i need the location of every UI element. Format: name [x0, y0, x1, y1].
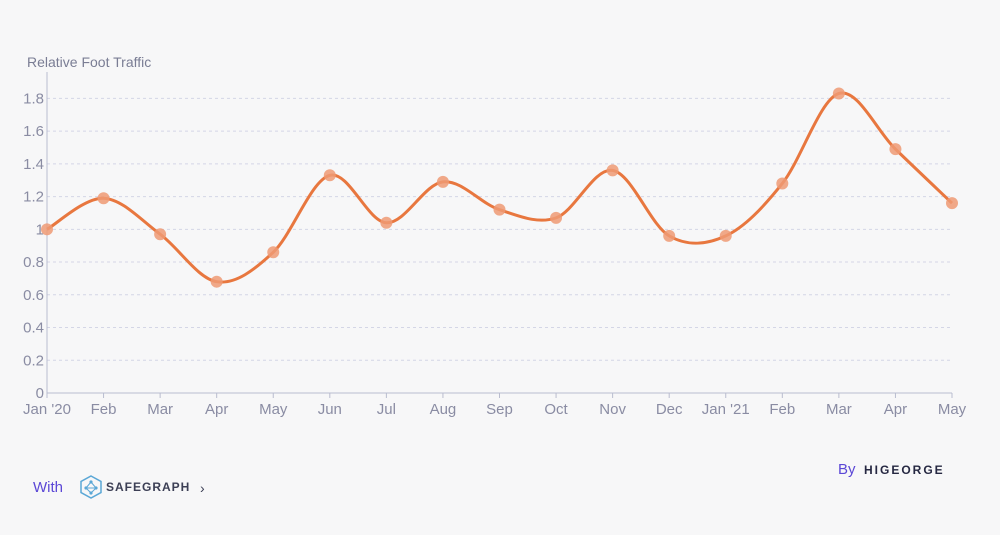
data-point[interactable]: [719, 229, 732, 242]
safegraph-logo[interactable]: SAFEGRAPH: [80, 475, 190, 499]
x-tick-label: Jun: [318, 401, 342, 418]
y-tick-label: 0.2: [23, 352, 44, 369]
y-tick-label: 1.8: [23, 90, 44, 107]
data-point[interactable]: [889, 143, 902, 156]
marker-layer: [41, 87, 958, 288]
data-point[interactable]: [776, 177, 789, 190]
axis-layer: 0 0.2 0.4 0.6 0.8 1 1.2 1.4 1.6 1.8 Jan '20 Feb Mar A…: [23, 72, 967, 418]
data-point[interactable]: [493, 203, 506, 216]
data-point[interactable]: [154, 228, 167, 241]
x-tick-label: Jul: [377, 401, 396, 418]
y-axis-label: Relative Foot Traffic: [27, 54, 151, 70]
data-point[interactable]: [550, 211, 563, 224]
data-point[interactable]: [606, 164, 619, 177]
x-tick-label: Feb: [91, 401, 117, 418]
x-tick-label: Aug: [430, 401, 457, 418]
y-tick-label: 1.6: [23, 123, 44, 140]
x-tick-label: Mar: [826, 401, 852, 418]
series-layer: [46, 91, 954, 284]
by-label: By: [838, 461, 856, 478]
grid-layer: [47, 97, 952, 361]
safegraph-logo-text: SAFEGRAPH: [106, 480, 191, 494]
data-point[interactable]: [946, 197, 958, 210]
y-tick-label: 1.4: [23, 156, 44, 173]
x-tick-label: Apr: [205, 401, 228, 418]
data-point[interactable]: [832, 87, 845, 100]
x-tick-label: May: [259, 401, 288, 418]
x-tick-label: Sep: [486, 401, 513, 418]
x-tick-label: Jan '20: [23, 401, 71, 418]
data-point[interactable]: [380, 216, 393, 229]
data-point[interactable]: [663, 229, 676, 242]
data-point[interactable]: [323, 169, 336, 182]
safegraph-logo-icon: [80, 475, 102, 499]
y-tick-label: 0.4: [23, 320, 44, 337]
y-tick-label: 1: [36, 221, 44, 238]
y-tick-label: 0.8: [23, 254, 44, 271]
x-tick-label: Jan '21: [702, 401, 750, 418]
data-point[interactable]: [436, 175, 449, 188]
chevron-right-icon[interactable]: ›: [200, 480, 205, 496]
y-tick-label: 0: [36, 385, 44, 402]
y-tick-label: 1.2: [23, 189, 44, 206]
data-point[interactable]: [267, 246, 280, 259]
x-tick-label: Feb: [769, 401, 795, 418]
higeorge-logo[interactable]: HIGEORGE: [864, 463, 945, 477]
x-tick-label: Apr: [884, 401, 907, 418]
data-point[interactable]: [97, 192, 110, 205]
x-tick-label: Mar: [147, 401, 173, 418]
x-tick-label: May: [938, 401, 967, 418]
x-tick-label: Nov: [599, 401, 626, 418]
x-tick-label: Dec: [656, 401, 683, 418]
series-line: [46, 91, 954, 284]
with-label: With: [33, 479, 63, 496]
y-tick-label: 0.6: [23, 287, 44, 304]
data-point[interactable]: [210, 275, 223, 288]
x-tick-label: Oct: [544, 401, 568, 418]
data-point[interactable]: [41, 223, 53, 236]
